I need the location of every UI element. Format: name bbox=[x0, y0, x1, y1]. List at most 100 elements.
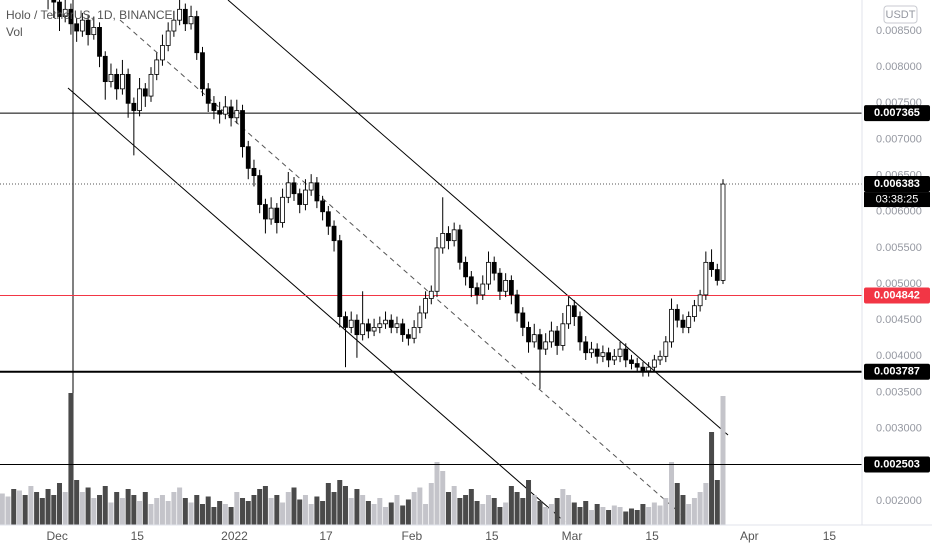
candle-body bbox=[240, 110, 245, 148]
volume-bar bbox=[526, 480, 532, 525]
volume-bar bbox=[457, 498, 463, 525]
volume-bar bbox=[0, 493, 5, 525]
volume-bar bbox=[428, 483, 434, 525]
level-label-box bbox=[864, 363, 930, 380]
candle-body bbox=[669, 308, 674, 343]
candle-body bbox=[617, 348, 623, 357]
volume-bar bbox=[205, 496, 211, 525]
volume-bar bbox=[62, 492, 68, 525]
volume-bar bbox=[97, 495, 103, 525]
candle-body bbox=[222, 106, 228, 115]
candle-body bbox=[566, 305, 571, 325]
volume-bar bbox=[348, 498, 354, 525]
volume-bar bbox=[268, 498, 274, 525]
candle-body bbox=[594, 348, 600, 357]
candle-body bbox=[714, 269, 720, 281]
candle-body bbox=[205, 88, 211, 104]
candle-body bbox=[468, 276, 474, 289]
volume-bar bbox=[165, 501, 171, 525]
x-tick-label: Mar bbox=[562, 529, 583, 543]
candle-body bbox=[589, 348, 594, 354]
volume-bar bbox=[108, 502, 114, 525]
volume-bar bbox=[709, 432, 715, 525]
volume-bar bbox=[560, 489, 566, 525]
y-tick-label: 0.002000 bbox=[876, 495, 922, 507]
candle-body bbox=[451, 229, 457, 242]
volume-bar bbox=[503, 502, 509, 525]
candle-body bbox=[411, 327, 417, 339]
candle-body bbox=[571, 305, 577, 317]
y-tick-label: 0.005000 bbox=[876, 278, 922, 290]
candle-body bbox=[417, 312, 423, 328]
volume-bar bbox=[194, 495, 200, 525]
volume-bar bbox=[508, 486, 514, 525]
volume-bar bbox=[491, 498, 497, 525]
candle-body bbox=[371, 327, 377, 332]
candle-body bbox=[325, 211, 331, 227]
volume-bar bbox=[360, 495, 366, 525]
x-tick-label: 2022 bbox=[221, 529, 248, 543]
level-label-box bbox=[864, 176, 930, 193]
candle-body bbox=[308, 182, 314, 191]
countdown-box bbox=[864, 192, 930, 208]
candle-body bbox=[228, 106, 234, 119]
volume-bar bbox=[342, 486, 348, 525]
volume-bar bbox=[331, 492, 337, 525]
volume-bar bbox=[131, 495, 137, 525]
candle-body bbox=[337, 240, 343, 317]
candle-body bbox=[423, 298, 428, 314]
candle-body bbox=[560, 323, 566, 346]
volume-bar bbox=[714, 480, 720, 525]
volume-bar bbox=[548, 504, 554, 525]
volume-bar bbox=[646, 507, 652, 525]
volume-bar bbox=[543, 507, 549, 525]
candle-body bbox=[657, 355, 663, 361]
candle-body bbox=[383, 319, 388, 325]
candle-body bbox=[606, 352, 612, 361]
volume-bar bbox=[691, 498, 697, 525]
candle-body bbox=[377, 323, 383, 328]
volume-bar bbox=[623, 511, 629, 525]
candle-body bbox=[663, 341, 669, 357]
volume-bar bbox=[485, 495, 491, 525]
volume-bar bbox=[577, 507, 583, 525]
volume-bar bbox=[274, 495, 280, 525]
candle-body bbox=[508, 280, 514, 296]
volume-bar bbox=[474, 501, 480, 525]
candle-body bbox=[623, 348, 629, 361]
volume-bar bbox=[11, 489, 17, 525]
volume-bar bbox=[468, 489, 474, 525]
candle-body bbox=[62, 8, 68, 17]
candle-body bbox=[303, 189, 308, 205]
candle-body bbox=[503, 280, 509, 292]
volume-bar bbox=[74, 480, 80, 525]
volume-bar bbox=[68, 393, 74, 525]
volume-bar bbox=[480, 504, 486, 525]
volume-bar bbox=[663, 498, 669, 525]
x-tick-label: 17 bbox=[319, 529, 333, 543]
volume-bar bbox=[566, 495, 572, 525]
volume-bar bbox=[669, 462, 675, 525]
currency[interactable]: USDT bbox=[886, 9, 916, 21]
volume-bar bbox=[337, 480, 343, 525]
candle-body bbox=[388, 319, 394, 328]
volume-bar bbox=[297, 499, 303, 525]
volume-bar bbox=[102, 486, 108, 525]
candle-body bbox=[406, 334, 411, 339]
candle-body bbox=[234, 110, 240, 119]
volume-bar bbox=[611, 505, 617, 525]
x-tick-label: 15 bbox=[131, 529, 145, 543]
volume-bar bbox=[251, 495, 257, 525]
currency-box[interactable] bbox=[883, 5, 918, 24]
candle-body bbox=[354, 319, 360, 336]
y-tick-label: 0.008000 bbox=[876, 61, 922, 73]
channel-mid bbox=[119, 19, 691, 523]
candle-body bbox=[160, 45, 165, 61]
volume-bar bbox=[651, 502, 657, 525]
volume-bar bbox=[365, 501, 371, 525]
candle-body bbox=[85, 19, 91, 36]
countdown: 03:38:25 bbox=[876, 193, 919, 205]
volume-bar bbox=[262, 486, 268, 525]
y-tick-label: 0.005500 bbox=[876, 242, 922, 254]
volume-bar bbox=[411, 492, 417, 525]
